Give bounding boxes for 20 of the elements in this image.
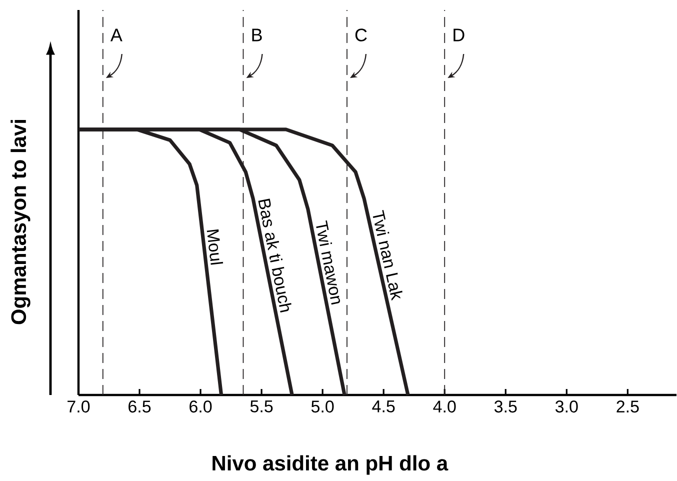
x-tick-label: 2.5 — [616, 400, 639, 413]
x-tick-label: 5.5 — [250, 400, 273, 412]
x-tick-label: 7.0 — [68, 400, 90, 413]
text: Twi mawon — [316, 220, 340, 305]
x-tick-label: 6.5 — [128, 400, 151, 413]
x-tick-label: 6.0 — [190, 400, 212, 413]
x-tick-label: 3.5 — [494, 400, 517, 413]
x-axis-title: Nivo asidite an pH dlo a — [212, 455, 448, 475]
x-tick-label: 4.5 — [372, 400, 395, 412]
text: Bas ak ti bouch — [258, 198, 292, 312]
ref-line-label: D — [454, 28, 464, 42]
ref-line-label: B — [252, 28, 262, 42]
y-axis-title: Ogmantasyon to lavi — [10, 120, 30, 324]
ref-line-label: C — [355, 28, 367, 42]
x-tick-label: 4.0 — [433, 400, 456, 413]
x-tick-label: 5.0 — [311, 400, 334, 413]
ref-line-label: A — [110, 28, 122, 42]
x-tick-label: 3.0 — [555, 400, 578, 413]
text: Twi nan Lak — [372, 210, 402, 301]
text: Moul — [206, 229, 224, 265]
